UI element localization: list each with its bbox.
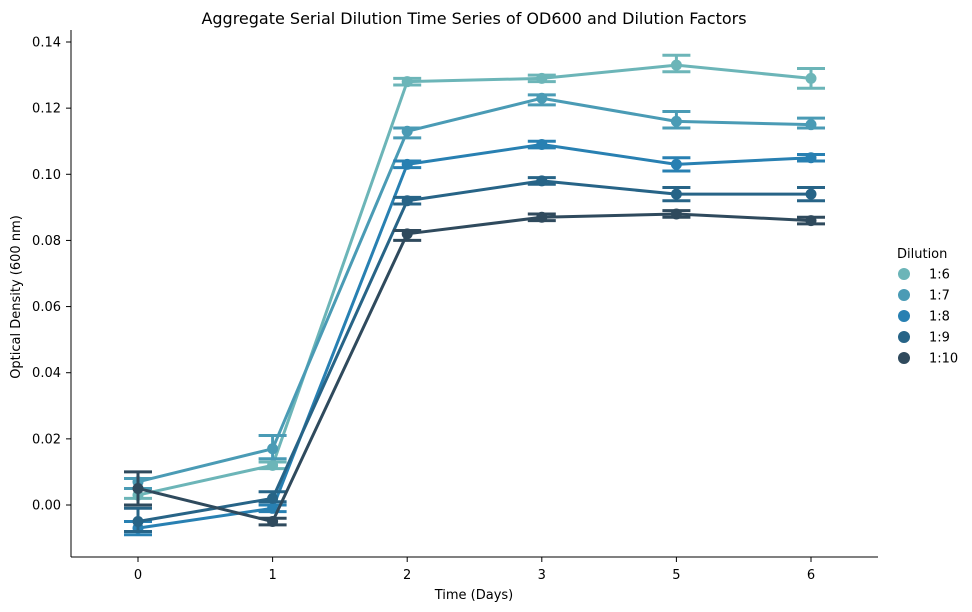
data-point: [670, 208, 682, 220]
series-1-9: [124, 175, 825, 533]
data-point: [401, 76, 413, 88]
x-tick-label: 1: [268, 568, 276, 583]
legend-label: 1:7: [929, 289, 950, 304]
x-tick-label: 2: [403, 568, 411, 583]
x-tick-label: 5: [672, 568, 680, 583]
legend-marker: [898, 289, 910, 301]
legend-marker: [898, 268, 910, 280]
series-1-7: [124, 92, 825, 490]
data-point: [805, 215, 817, 227]
series-line: [137, 179, 811, 524]
data-point: [536, 211, 548, 223]
x-axis-label: Time (Days): [434, 588, 514, 603]
data-point: [670, 115, 682, 127]
legend-label: 1:10: [929, 352, 958, 367]
series-line: [137, 143, 812, 530]
chart-title: Aggregate Serial Dilution Time Series of…: [201, 9, 746, 28]
data-point: [267, 443, 279, 455]
axes: 0.00 0.02 0.04 0.06 0.08 0.10 0.12 0.14 0 1 2 3 5 6: [32, 30, 878, 583]
y-tick-label: 0.12: [32, 102, 61, 117]
legend: Dilution 1:6 1:7 1:8 1:9 1:10: [897, 247, 958, 367]
y-tick-label: 0.06: [32, 300, 61, 315]
data-point: [536, 72, 548, 84]
data-point: [670, 59, 682, 71]
legend-marker: [898, 352, 910, 364]
y-axis-label: Optical Density (600 nm): [9, 215, 24, 379]
data-point: [536, 139, 548, 151]
data-point: [401, 158, 413, 170]
legend-marker: [898, 331, 910, 343]
y-tick-label: 0.14: [32, 36, 61, 51]
y-tick-label: 0.08: [32, 234, 61, 249]
legend-title: Dilution: [897, 247, 947, 262]
x-tick-label: 3: [538, 568, 546, 583]
data-point: [267, 516, 279, 528]
data-point: [401, 228, 413, 240]
x-tick-label: 6: [807, 568, 815, 583]
data-point: [401, 125, 413, 137]
data-point: [132, 482, 144, 494]
series-line: [137, 212, 812, 524]
data-point: [132, 516, 144, 528]
data-point: [670, 158, 682, 170]
legend-label: 1:9: [929, 331, 950, 346]
data-point: [805, 152, 817, 164]
data-point: [536, 175, 548, 187]
data-point: [267, 502, 279, 514]
data-point: [401, 195, 413, 207]
data-point: [267, 459, 279, 471]
data-point: [670, 188, 682, 200]
y-tick-label: 0.00: [32, 499, 61, 514]
data-point: [805, 188, 817, 200]
series-group: [124, 53, 825, 537]
legend-marker: [898, 310, 910, 322]
data-point: [267, 492, 279, 504]
y-tick-label: 0.10: [32, 168, 61, 183]
legend-label: 1:6: [929, 268, 950, 283]
data-point: [805, 72, 817, 84]
series-line: [137, 63, 812, 497]
x-tick-label: 0: [134, 568, 142, 583]
y-tick-label: 0.04: [32, 366, 61, 381]
y-tick-label: 0.02: [32, 432, 61, 447]
series-line: [137, 96, 812, 484]
series-1-10: [124, 208, 825, 528]
data-point: [536, 92, 548, 104]
legend-label: 1:8: [929, 310, 950, 325]
data-point: [805, 119, 817, 131]
